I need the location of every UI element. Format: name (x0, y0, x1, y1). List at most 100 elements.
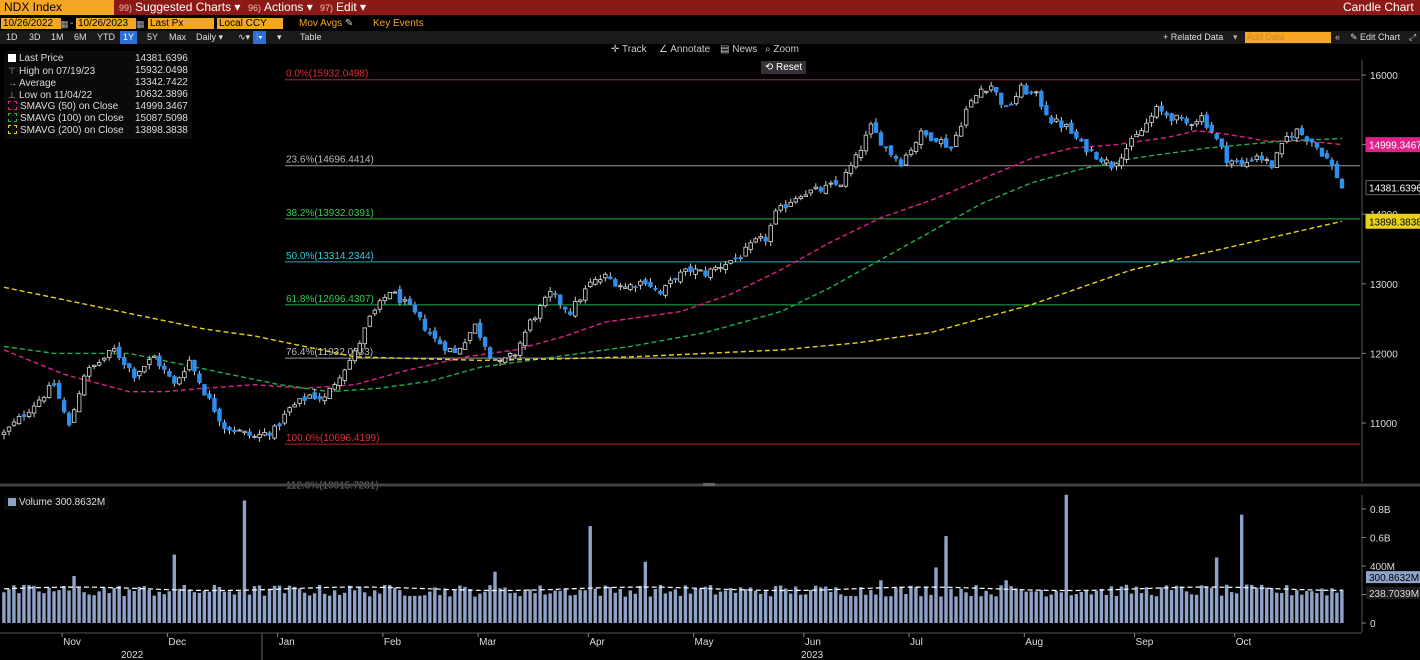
menu-number: 99) (119, 3, 133, 13)
volume-bar (443, 588, 447, 623)
legend-row: → Average (8, 77, 56, 89)
volume-bar (909, 585, 913, 623)
line-chart-icon[interactable]: ∿▾ (238, 32, 251, 42)
candle-body (1244, 161, 1249, 168)
timeframe-1y[interactable]: 1Y (120, 31, 138, 44)
volume-bar (708, 585, 713, 623)
candle-body (698, 269, 703, 272)
volume-bar (819, 587, 823, 623)
pencil-icon[interactable]: ✎ (345, 18, 354, 29)
candle-body (1034, 91, 1039, 94)
mov-avgs-label[interactable]: Mov Avgs (299, 18, 343, 29)
timeframe-1d[interactable]: 1D (6, 32, 18, 42)
volume-bar (1320, 588, 1324, 623)
field-selector[interactable]: Last Px (148, 18, 214, 29)
candle-body (417, 311, 423, 318)
candle-body (1059, 120, 1064, 128)
candle-body (272, 425, 277, 439)
month-label: Jan (279, 637, 295, 648)
volume-bar (1204, 586, 1209, 623)
volume-bar (177, 588, 181, 623)
news-button[interactable]: ▤ News (720, 44, 757, 55)
candle-body (267, 432, 272, 436)
volume-bars (2, 494, 1344, 623)
candle-body (738, 256, 743, 260)
currency-selector[interactable]: Local CCY (217, 18, 283, 29)
timeframe-1m[interactable]: 1M (51, 32, 64, 42)
volume-bar (1315, 593, 1319, 623)
timeframe-max[interactable]: Max (169, 32, 187, 42)
candle-chart-icon[interactable]: ⫶▾ (253, 31, 266, 44)
candle-body (447, 348, 453, 353)
candle-body (332, 384, 337, 390)
candle-body (167, 371, 172, 377)
candle-body (322, 396, 327, 402)
volume-bar (628, 590, 633, 623)
volume-bar (7, 589, 11, 623)
candle-body (1039, 91, 1044, 107)
candle-body (362, 327, 368, 345)
menu-edit[interactable]: 97) Edit ▾ (320, 1, 366, 15)
pane-resize-handle[interactable] (703, 483, 715, 486)
volume-bar (558, 590, 562, 623)
moving-average-swatch (8, 101, 17, 110)
collapse-icon[interactable]: « (1335, 32, 1341, 42)
volume-bar (393, 587, 397, 623)
frequency-dropdown[interactable]: Daily ▾ (196, 32, 224, 42)
candle-body (813, 186, 819, 189)
candle-body (402, 299, 408, 302)
candle-body (1079, 138, 1084, 142)
volume-bar (783, 588, 788, 623)
ticker-field[interactable]: NDX Index (0, 0, 114, 15)
candle-body (1129, 137, 1134, 147)
edit-chart-button[interactable]: ✎ Edit Chart (1350, 32, 1401, 42)
candle-body (392, 291, 398, 294)
volume-bar (1164, 585, 1169, 623)
reset-button[interactable]: ⟲ Reset (761, 61, 806, 74)
candle-body (517, 342, 523, 356)
candle-body (653, 287, 658, 290)
month-label: Nov (63, 637, 81, 648)
track-button[interactable]: ✛ Track (611, 44, 647, 55)
candle-body (1219, 138, 1224, 147)
calendar-icon[interactable]: ▦ (136, 19, 145, 29)
candle-body (307, 394, 312, 399)
candle-body (918, 130, 924, 145)
related-data-button[interactable]: + Related Data (1163, 32, 1224, 42)
volume-bar (368, 596, 372, 623)
timeframe-6m[interactable]: 6M (74, 32, 87, 42)
candle-body (1329, 159, 1335, 167)
last-price-swatch (8, 54, 16, 62)
table-button[interactable]: Table (300, 32, 322, 42)
volume-bar (1265, 587, 1269, 623)
timeframe-3d[interactable]: 3D (29, 32, 41, 42)
caret-icon: ▾ (306, 0, 313, 14)
timeframe-5y[interactable]: 5Y (147, 32, 159, 42)
end-date-field[interactable]: 10/26/2023 (76, 18, 136, 29)
candle-body (262, 432, 267, 436)
candle-body (342, 369, 347, 381)
candle-body (898, 159, 904, 167)
expand-icon[interactable]: ⤢ (1409, 32, 1417, 42)
annotate-button[interactable]: ∠ Annotate (659, 44, 710, 55)
candle-body (693, 268, 698, 275)
candle-body (1304, 136, 1310, 142)
menu-suggested-charts[interactable]: 99) Suggested Charts ▾ (119, 1, 240, 15)
calendar-icon[interactable]: ▦ (60, 19, 69, 29)
candle-body (703, 270, 708, 277)
key-events-label[interactable]: Key Events (373, 18, 424, 29)
caret-icon[interactable]: ▾ (1233, 32, 1238, 42)
timeframe-ytd[interactable]: YTD (97, 32, 115, 42)
zoom-button[interactable]: ⌕ Zoom (765, 44, 799, 55)
more-icon[interactable]: ▾ (277, 32, 282, 42)
start-date-field[interactable]: 10/26/2022 (1, 18, 61, 29)
menu-actions[interactable]: 96) Actions ▾ (248, 1, 313, 15)
candle-body (853, 154, 859, 168)
volume-bar (1189, 594, 1194, 623)
add-data-input[interactable]: Add Data (1245, 32, 1331, 43)
volume-bar (678, 595, 683, 623)
price-chart[interactable]: 0.0%(15932.0498) 23.6%(14696.4414) 38.2%(1… (0, 44, 1420, 660)
volume-bar (603, 585, 607, 623)
candle-body (527, 319, 533, 331)
volume-bar (322, 593, 327, 623)
